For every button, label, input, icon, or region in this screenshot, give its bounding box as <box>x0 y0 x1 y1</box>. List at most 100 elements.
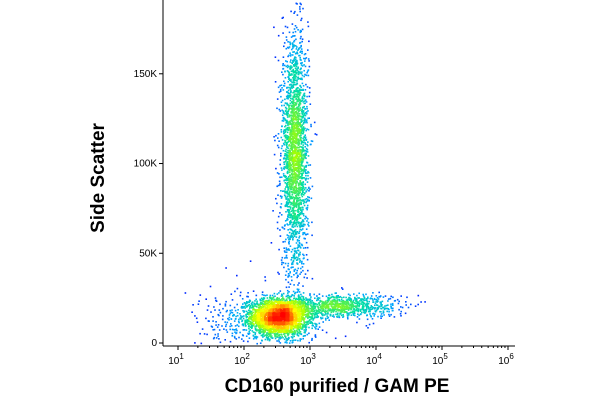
data-point <box>298 54 300 57</box>
data-point <box>283 64 286 67</box>
data-point <box>295 223 298 226</box>
data-point <box>292 152 295 154</box>
data-point <box>293 214 296 216</box>
data-point <box>254 315 256 317</box>
data-point <box>288 231 291 234</box>
data-point <box>313 315 316 317</box>
data-point <box>299 129 301 132</box>
data-point <box>321 329 324 331</box>
data-point <box>291 194 294 196</box>
data-point <box>304 60 306 62</box>
data-point <box>298 282 300 284</box>
data-point <box>303 254 305 257</box>
data-point <box>281 261 283 264</box>
data-point <box>302 137 304 140</box>
data-point <box>283 328 286 330</box>
data-point <box>358 318 361 320</box>
data-point <box>223 328 225 330</box>
data-point <box>284 152 286 155</box>
data-point <box>231 335 234 337</box>
data-point <box>255 298 257 301</box>
data-point <box>298 164 300 166</box>
data-point <box>310 197 313 200</box>
data-point <box>307 171 310 174</box>
data-point <box>259 331 261 333</box>
data-point <box>362 295 365 297</box>
data-point <box>286 131 289 134</box>
data-point <box>274 81 277 83</box>
data-point <box>270 335 272 338</box>
data-point <box>293 196 296 199</box>
data-point <box>286 289 289 292</box>
data-point <box>275 134 277 137</box>
data-point <box>350 307 353 310</box>
data-point <box>286 64 289 67</box>
data-point <box>301 149 303 152</box>
data-point <box>296 310 299 313</box>
data-point <box>295 306 298 308</box>
data-point <box>305 129 307 132</box>
data-point <box>287 336 290 339</box>
data-point <box>299 132 302 135</box>
data-point <box>294 232 297 234</box>
data-point <box>286 97 288 100</box>
data-point <box>417 294 420 297</box>
data-point <box>345 305 348 308</box>
data-point <box>301 146 304 149</box>
data-point <box>380 317 382 319</box>
data-point <box>251 301 254 303</box>
data-point <box>289 174 291 177</box>
data-point <box>316 314 318 317</box>
data-point <box>284 205 287 208</box>
data-point <box>290 188 293 190</box>
data-point <box>264 311 266 314</box>
data-point <box>345 299 348 301</box>
data-point <box>233 306 236 309</box>
data-point <box>296 200 298 203</box>
data-point <box>301 113 304 115</box>
data-point <box>299 187 302 190</box>
data-point <box>331 309 333 311</box>
data-point <box>368 323 371 326</box>
data-point <box>250 310 253 313</box>
data-point <box>286 46 289 49</box>
data-point <box>293 186 296 189</box>
data-point <box>290 184 293 187</box>
data-point <box>302 296 305 298</box>
data-point <box>303 75 305 78</box>
data-point <box>285 47 288 50</box>
data-point <box>296 96 298 98</box>
data-point <box>287 235 290 237</box>
data-point <box>305 174 307 177</box>
data-point <box>298 123 301 126</box>
data-point <box>293 76 295 78</box>
data-point <box>287 202 289 205</box>
data-point <box>228 314 231 316</box>
data-point <box>296 231 298 233</box>
data-point <box>301 299 303 302</box>
data-point <box>264 279 267 282</box>
data-point <box>305 169 307 171</box>
data-point <box>229 340 232 343</box>
data-point <box>280 214 283 216</box>
data-point <box>312 305 315 308</box>
data-point <box>285 331 288 334</box>
data-point <box>255 320 257 323</box>
data-point <box>292 302 295 304</box>
data-point <box>306 315 308 318</box>
data-point <box>299 222 302 225</box>
data-point <box>363 299 365 302</box>
data-point <box>299 315 301 318</box>
data-point <box>385 304 388 307</box>
data-point <box>301 191 304 194</box>
data-point <box>287 262 290 265</box>
data-point <box>285 186 287 188</box>
data-point <box>254 303 257 306</box>
data-point <box>266 300 268 303</box>
data-point <box>377 315 379 318</box>
data-point <box>405 304 407 306</box>
data-point <box>298 311 300 313</box>
data-point <box>326 317 329 319</box>
data-point <box>290 234 292 237</box>
data-point <box>304 330 307 332</box>
